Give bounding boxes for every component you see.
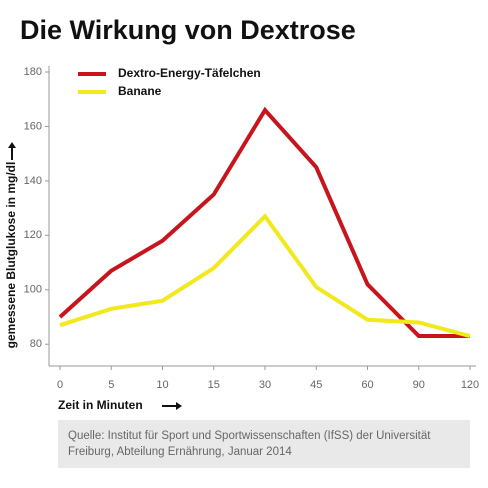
y-tick-label: 160	[24, 120, 42, 132]
y-tick-label: 180	[24, 66, 42, 78]
chart-title: Die Wirkung von Dextrose	[20, 15, 356, 45]
y-tick-label: 140	[24, 175, 42, 187]
y-arrow	[8, 142, 16, 160]
legend-label: Dextro-Energy-Täfelchen	[118, 66, 261, 80]
y-tick-label: 120	[24, 229, 42, 241]
x-tick-label: 10	[156, 379, 168, 391]
x-tick-label: 0	[57, 379, 63, 391]
x-axis-label: Zeit in Minuten	[58, 398, 143, 412]
x-tick-label: 30	[259, 379, 271, 391]
x-tick-label: 90	[413, 379, 425, 391]
y-axis-label: gemessene Blutglukose in mg/dl	[4, 162, 18, 349]
y-tick-label: 100	[24, 284, 42, 296]
chart: Die Wirkung von Dextrose Zeit in Minuten…	[4, 15, 479, 412]
x-arrow	[162, 402, 182, 410]
series-line	[59, 213, 471, 338]
y-tick-label: 80	[30, 338, 42, 350]
x-tick-label: 15	[208, 379, 220, 391]
source-note: Quelle: Institut für Sport und Sportwiss…	[58, 420, 470, 468]
x-tick-label: 5	[108, 379, 114, 391]
legend-label: Banane	[118, 84, 162, 98]
x-tick-label: 45	[310, 379, 322, 391]
x-tick-label: 60	[361, 379, 373, 391]
series-line	[58, 106, 470, 339]
x-tick-label: 120	[461, 379, 479, 391]
